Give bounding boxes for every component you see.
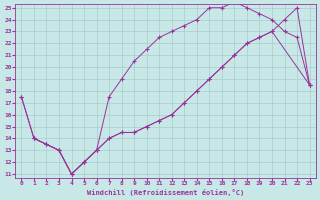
X-axis label: Windchill (Refroidissement éolien,°C): Windchill (Refroidissement éolien,°C): [87, 189, 244, 196]
